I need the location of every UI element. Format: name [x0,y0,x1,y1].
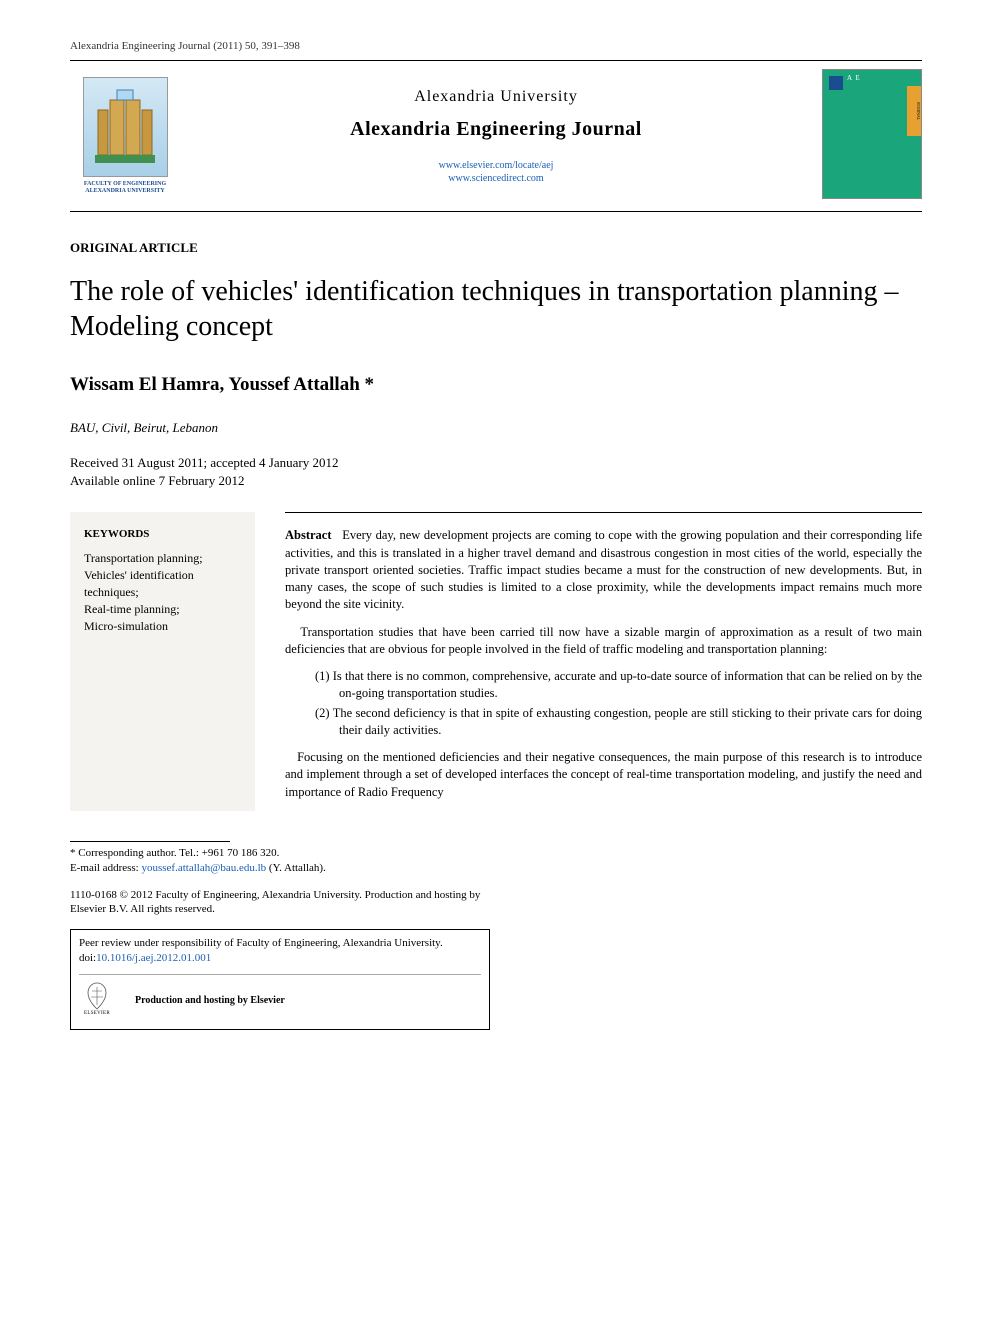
abstract-p1: Abstract Every day, new development proj… [285,527,922,613]
keyword-item: Micro-simulation [84,618,241,635]
faculty-logo-image [83,77,168,177]
keywords-box: KEYWORDS Transportation planning; Vehicl… [70,512,255,811]
keywords-title: KEYWORDS [84,528,241,540]
abstract-list-item: (1) Is that there is no common, comprehe… [315,668,922,703]
abstract-p2: Transportation studies that have been ca… [285,624,922,659]
hosting-row: ELSEVIER Production and hosting by Elsev… [79,974,481,1021]
doi-link[interactable]: 10.1016/j.aej.2012.01.001 [96,952,211,964]
article-dates: Received 31 August 2011; accepted 4 Janu… [70,454,922,490]
corresponding-author: * Corresponding author. Tel.: +961 70 18… [70,846,490,876]
keyword-item: Vehicles' identification techniques; [84,567,241,601]
hosting-text: Production and hosting by Elsevier [135,994,285,1008]
peer-review-box: Peer review under responsibility of Facu… [70,929,490,1030]
abstract-column: Abstract Every day, new development proj… [285,512,922,811]
article-type: ORIGINAL ARTICLE [70,240,922,256]
journal-link-sciencedirect[interactable]: www.sciencedirect.com [180,172,812,185]
university-name: Alexandria University [180,88,812,106]
corresponding-email-row: E-mail address: youssef.attallah@bau.edu… [70,861,490,876]
corresponding-tel: * Corresponding author. Tel.: +961 70 18… [70,846,490,861]
keyword-item: Transportation planning; [84,550,241,567]
received-date: Received 31 August 2011; accepted 4 Janu… [70,454,922,472]
available-date: Available online 7 February 2012 [70,472,922,490]
abstract-list: (1) Is that there is no common, comprehe… [315,668,922,739]
journal-header-box: FACULTY OF ENGINEERING ALEXANDRIA UNIVER… [70,60,922,212]
journal-cover: A E JOURNAL [812,69,922,203]
footer-block: * Corresponding author. Tel.: +961 70 18… [70,841,490,1030]
abstract-label: Abstract [285,528,332,542]
elsevier-logo: ELSEVIER [79,981,115,1021]
journal-citation: Alexandria Engineering Journal (2011) 50… [70,40,922,52]
faculty-logo: FACULTY OF ENGINEERING ALEXANDRIA UNIVER… [70,77,180,194]
abstract-list-item: (2) The second deficiency is that in spi… [315,705,922,740]
doi-row: doi:10.1016/j.aej.2012.01.001 [79,951,481,966]
journal-name: Alexandria Engineering Journal [180,118,812,141]
email-link[interactable]: youssef.attallah@bau.edu.lb [141,862,266,874]
article-title: The role of vehicles' identification tec… [70,274,922,344]
journal-cover-image: A E JOURNAL [822,69,922,199]
copyright: 1110-0168 © 2012 Faculty of Engineering,… [70,888,490,918]
affiliation: BAU, Civil, Beirut, Lebanon [70,420,922,436]
faculty-label-2: ALEXANDRIA UNIVERSITY [70,188,180,195]
authors: Wissam El Hamra, Youssef Attallah * [70,374,922,396]
journal-link-elsevier[interactable]: www.elsevier.com/locate/aej [180,159,812,172]
keyword-item: Real-time planning; [84,601,241,618]
footer-separator [70,841,230,842]
content-row: KEYWORDS Transportation planning; Vehicl… [70,512,922,811]
elsevier-label: ELSEVIER [84,1011,110,1018]
abstract-p3: Focusing on the mentioned deficiencies a… [285,749,922,801]
faculty-label-1: FACULTY OF ENGINEERING [70,181,180,188]
peer-review-text: Peer review under responsibility of Facu… [79,936,481,951]
header-center: Alexandria University Alexandria Enginee… [180,88,812,185]
